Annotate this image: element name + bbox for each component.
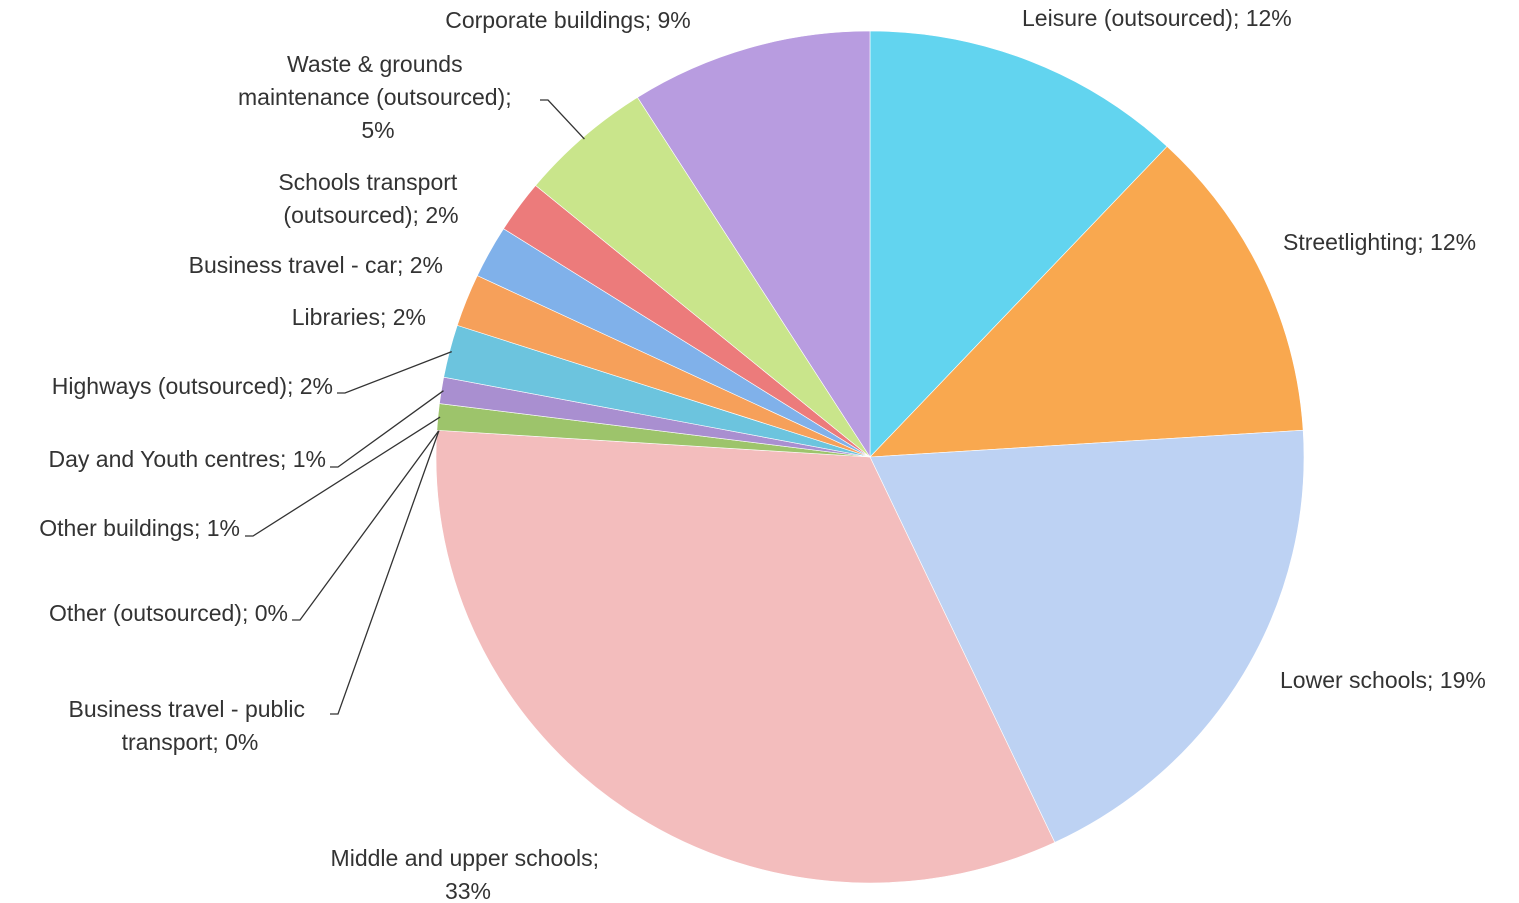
data-label: Middle and upper schools; 33%	[331, 845, 606, 903]
label-line: Business travel - public	[69, 696, 312, 722]
leader-line	[540, 99, 585, 140]
pie-slice	[869, 30, 1168, 458]
label-line: Highways (outsourced); 2%	[52, 373, 333, 399]
label-line: Other buildings; 1%	[39, 515, 240, 541]
label-line: Business travel - car; 2%	[189, 252, 443, 278]
pie-slice	[435, 429, 1056, 884]
label-line: Lower schools; 19%	[1280, 667, 1486, 693]
label-line: Waste & grounds	[287, 51, 469, 77]
label-line: Corporate buildings; 9%	[445, 7, 690, 33]
data-label: Corporate buildings; 9%	[445, 7, 690, 33]
data-label: Schools transport (outsourced); 2%	[278, 169, 463, 228]
label-line: Leisure (outsourced); 12%	[1022, 5, 1292, 31]
leader-line	[330, 390, 444, 468]
label-line: transport; 0%	[122, 729, 259, 755]
pie-slice	[869, 146, 1304, 458]
pie-slice	[869, 429, 1305, 843]
label-line: Libraries; 2%	[292, 304, 426, 330]
pie-slice	[637, 30, 871, 459]
label-line: 5%	[361, 117, 394, 143]
data-label: Streetlighting; 12%	[1283, 229, 1476, 255]
data-label: Other buildings; 1%	[39, 515, 240, 541]
leader-line	[292, 430, 440, 621]
data-label: Other (outsourced); 0%	[49, 600, 288, 626]
data-label: Highways (outsourced); 2%	[52, 373, 333, 399]
label-line: Day and Youth centres; 1%	[49, 446, 326, 472]
data-label: Leisure (outsourced); 12%	[1022, 5, 1292, 31]
data-label: Business travel - public transport; 0%	[69, 696, 312, 755]
label-line: Schools transport	[278, 169, 463, 195]
label-line: Middle and upper schools;	[331, 845, 606, 871]
leader-line	[337, 350, 452, 394]
data-label: Lower schools; 19%	[1280, 667, 1486, 693]
label-line: 33%	[445, 878, 491, 903]
data-label: Waste & grounds maintenance (outsourced)…	[238, 51, 518, 143]
label-line: maintenance (outsourced);	[238, 84, 518, 110]
leader-line	[245, 416, 441, 537]
label-line: Other (outsourced); 0%	[49, 600, 288, 626]
data-label: Libraries; 2%	[292, 304, 426, 330]
leader-line	[330, 430, 440, 715]
data-label: Day and Youth centres; 1%	[49, 446, 326, 472]
label-line: (outsourced); 2%	[283, 202, 458, 228]
data-label: Business travel - car; 2%	[189, 252, 443, 278]
label-line: Streetlighting; 12%	[1283, 229, 1476, 255]
